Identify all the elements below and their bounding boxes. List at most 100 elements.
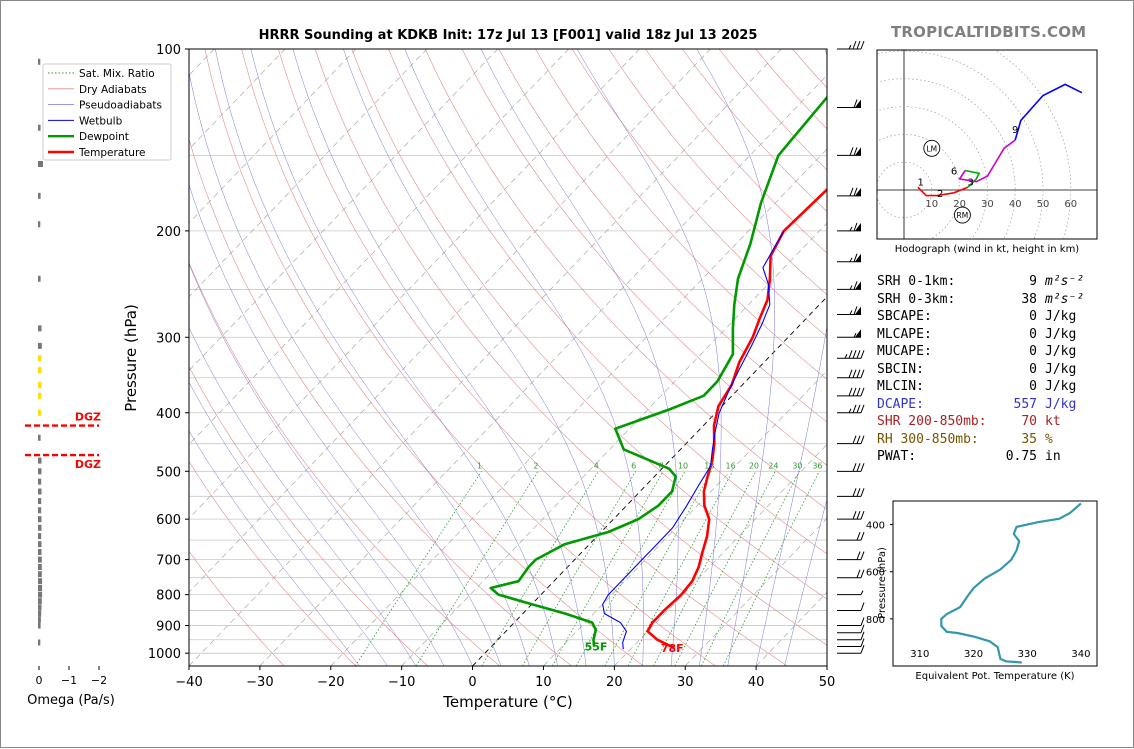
param-value: 70 <box>1021 414 1037 429</box>
dry-adiabat <box>242 49 716 666</box>
y-tick-label: 900 <box>156 620 181 635</box>
wind-barb-full <box>850 147 853 155</box>
wind-barb-full <box>861 463 864 471</box>
param-label: SRH 0-1km: <box>877 273 955 291</box>
legend-item: Pseudoadiabats <box>79 100 162 112</box>
param-label: MLCIN: <box>877 378 924 396</box>
theta-e-x-tick-label: 330 <box>1018 649 1037 660</box>
mixing-ratio-label: 6 <box>631 461 636 470</box>
mixing-ratio-label: 36 <box>812 461 822 470</box>
omega-x-tick-label: −2 <box>91 674 107 687</box>
mixing-ratio-label: 20 <box>749 461 759 470</box>
omega-bar <box>38 325 42 331</box>
wind-barb-half <box>845 354 847 358</box>
wind-barb-full <box>861 603 864 611</box>
param-value: 0 <box>1029 344 1037 359</box>
wind-barb-full <box>849 370 852 378</box>
wind-barb-half <box>849 409 851 413</box>
omega-x-label: Omega (Pa/s) <box>27 693 115 708</box>
wind-barb-full <box>857 436 860 444</box>
theta-e-y-label: Pressure (hPa) <box>877 547 888 619</box>
omega-bar <box>38 479 41 485</box>
hodograph-height-label: 9 <box>1012 125 1018 136</box>
param-label: PWAT: <box>877 448 916 466</box>
wind-barb-full <box>853 511 856 519</box>
moist-adiabat <box>481 49 678 666</box>
series-wetbulb-line <box>603 231 784 649</box>
omega-bar <box>38 557 42 563</box>
wind-barb-full <box>857 532 860 540</box>
param-unit: m²s⁻² <box>1045 273 1097 291</box>
mixing-ratio-label: 24 <box>768 461 778 470</box>
param-unit: % <box>1045 431 1097 449</box>
wind-barb-full <box>861 488 864 496</box>
skewt-y-label: Pressure (hPa) <box>122 304 140 412</box>
x-tick-label: 0 <box>468 675 476 690</box>
y-tick-label: 700 <box>156 554 181 569</box>
mixing-ratio-line <box>416 471 538 666</box>
wind-barb-full <box>861 552 864 560</box>
param-value: 0 <box>1029 309 1037 324</box>
param-unit: in <box>1045 448 1097 466</box>
wind-barb-full <box>850 188 853 196</box>
omega-bar <box>38 598 42 604</box>
wind-barb-full <box>853 350 856 358</box>
wind-barb-half <box>850 258 852 262</box>
omega-bar <box>38 639 40 645</box>
mixing-ratio-line <box>355 471 481 666</box>
dry-adiabat <box>168 49 571 666</box>
omega-bar <box>38 549 42 555</box>
param-value: 0 <box>1029 362 1037 377</box>
dgz-label: DGZ <box>75 411 101 424</box>
omega-bar <box>38 221 40 227</box>
omega-bar <box>38 541 42 547</box>
omega-bar <box>38 193 41 199</box>
omega-bar <box>38 276 41 282</box>
param-label: SHR 200-850mb: <box>877 413 987 431</box>
hodograph-ring-label: 30 <box>981 199 994 210</box>
omega-bar <box>38 458 42 464</box>
y-tick-label: 200 <box>156 225 181 240</box>
x-tick-label: 20 <box>606 675 623 690</box>
omega-bar <box>38 382 42 388</box>
hodograph-ring-label: 50 <box>1037 199 1050 210</box>
wind-barb-full <box>861 405 864 413</box>
moist-adiabat <box>185 49 501 666</box>
wind-barb-half <box>850 285 852 289</box>
omega-bar <box>38 592 42 598</box>
wind-barb-full <box>853 405 856 413</box>
mixing-ratio-line <box>723 471 819 666</box>
param-label: DCAPE: <box>877 396 924 414</box>
legend-item: Wetbulb <box>79 115 123 127</box>
omega-bar <box>38 585 42 591</box>
omega-bar <box>38 611 41 617</box>
theta-e-x-label: Equivalent Pot. Temperature (K) <box>915 671 1074 682</box>
wind-barb-full <box>857 350 860 358</box>
mixing-ratio-line <box>552 471 663 666</box>
wind-barb-full <box>853 463 856 471</box>
wind-barb-half <box>849 45 851 49</box>
omega-bar <box>38 604 42 610</box>
theta-e-x-tick-label: 310 <box>910 649 929 660</box>
y-tick-label: 500 <box>156 465 181 480</box>
omega-bar <box>38 578 42 584</box>
wind-barb-full <box>861 388 864 396</box>
legend-item: Temperature <box>78 147 146 159</box>
param-value: 35 <box>1021 432 1037 447</box>
x-tick-label: 40 <box>748 675 765 690</box>
wind-barb-full <box>853 41 856 49</box>
omega-bar <box>38 525 42 531</box>
